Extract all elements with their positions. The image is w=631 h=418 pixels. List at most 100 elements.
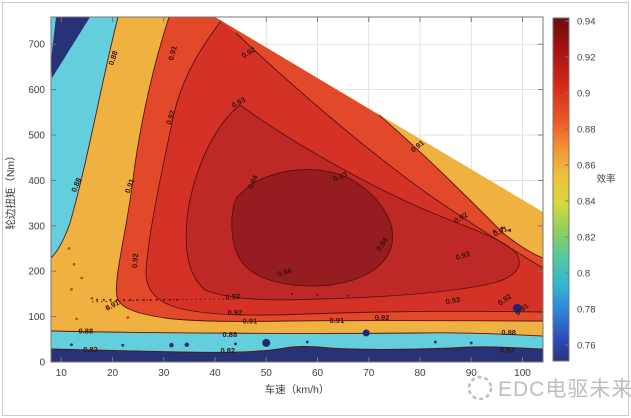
x-tick-label: 70: [363, 368, 375, 379]
colorbar-frame: [552, 17, 570, 362]
operating-point-dots: [67, 226, 522, 348]
x-tick-label: 80: [414, 368, 426, 379]
contour-092-left: [145, 20, 544, 316]
data-point-dot: [90, 297, 94, 300]
data-point-dot: [234, 342, 237, 346]
contour-082-bottom: [50, 346, 544, 353]
colorbar-tick-label: 0.8: [577, 269, 590, 280]
y-tick-label: 500: [28, 131, 45, 142]
contour-label: 0.93: [454, 249, 471, 262]
y-axis-title: 轮边扭矩（Nm）: [4, 150, 17, 229]
y-tick-label: 100: [28, 312, 45, 323]
colorbar-title: 效率: [596, 173, 616, 185]
contour-label: 0.91: [330, 316, 345, 325]
contour-label: 0.91: [166, 45, 178, 61]
data-point-dot: [362, 329, 370, 337]
data-point-dot: [116, 298, 119, 301]
contour-label: 0.88: [501, 328, 516, 337]
contour-label: 0.88: [107, 50, 120, 67]
axes-box: [50, 16, 544, 363]
contour-label: 0.93: [225, 292, 240, 302]
data-point-dot: [109, 298, 112, 301]
data-point-dot: [121, 343, 125, 347]
data-point-dot: [142, 298, 145, 301]
x-tick-label: 40: [209, 368, 221, 379]
data-point-dot: [70, 343, 73, 347]
data-point-dot: [290, 292, 294, 296]
data-point-dot: [500, 226, 504, 230]
data-point-dot: [136, 298, 139, 301]
data-point-dot: [122, 298, 125, 301]
y-tick-label: 200: [28, 267, 45, 278]
colorbar-tick-label: 0.76: [577, 341, 596, 352]
data-point-dot: [316, 293, 319, 297]
watermark: EDC电驱未来: [467, 375, 631, 401]
data-point-dot: [75, 317, 79, 321]
colorbar-tick-label: 0.86: [577, 161, 596, 172]
data-point-dot: [162, 298, 165, 301]
colorbar-tick-label: 0.82: [577, 233, 596, 244]
contour-091-left: [115, 16, 544, 323]
x-tick-label: 10: [56, 368, 68, 379]
y-tick-label: 0: [39, 358, 45, 369]
colorbar-tick-label: 0.92: [577, 53, 596, 64]
data-point-dot: [80, 276, 84, 280]
watermark-logo-icon: [467, 375, 493, 401]
data-point-dot: [512, 303, 522, 313]
data-point-dot: [469, 341, 473, 345]
contour-lines: [50, 16, 544, 353]
contour-093: [185, 104, 520, 301]
contour-label: 0.92: [228, 308, 243, 317]
watermark-text: EDC电驱未来: [498, 378, 631, 401]
colorbar-tick-label: 0.9: [577, 89, 590, 100]
band-082-088-bottom: [51, 331, 543, 353]
data-point-dot: [67, 247, 71, 250]
y-tick-label: 600: [28, 85, 45, 96]
data-point-dot: [126, 316, 130, 319]
axis-ticks: 10 20 30 40 50 60 70 80 90 100 0 100 200 300 400 500 600…: [28, 17, 543, 379]
y-tick-label: 700: [28, 40, 45, 51]
contour-label: 0.88: [79, 326, 94, 335]
contour-088-left: [50, 16, 119, 259]
data-point-dot: [72, 263, 76, 266]
band-gt-094: [231, 169, 393, 286]
data-point-dot: [305, 340, 309, 344]
band-low-navy-wedge: [51, 17, 90, 78]
data-point-dot: [347, 294, 350, 297]
data-point-dot: [262, 338, 271, 347]
colorbar-tick-label: 0.94: [577, 17, 596, 28]
y-tick-label: 300: [28, 221, 45, 232]
colorbar-ticks: 0.94 0.92 0.9 0.88 0.86 0.84 0.82 0.8 0.78 0.76: [565, 17, 596, 352]
contour-label: 0.92: [375, 313, 390, 322]
data-point-dot: [169, 343, 174, 348]
data-point-dot: [105, 306, 109, 309]
x-tick-label: 90: [466, 368, 478, 379]
x-tick-label: 60: [312, 368, 324, 379]
colorbar: 0.94 0.92 0.9 0.88 0.86 0.84 0.82 0.8 0.78 0.76 效…: [552, 17, 616, 362]
data-point-dot: [129, 298, 132, 301]
contour-label: 0.92: [164, 109, 177, 126]
x-tick-label: 20: [107, 368, 119, 379]
colorbar-tick-label: 0.88: [577, 125, 596, 136]
data-point-dot: [96, 298, 99, 301]
x-tick-label: 30: [158, 368, 170, 379]
contour-label: 0.93: [445, 295, 461, 306]
colorbar-gradient-bar: [553, 18, 569, 361]
data-point-dot: [149, 298, 152, 301]
data-point-dot: [155, 298, 159, 301]
x-axis-title: 车速（km/h）: [265, 383, 330, 396]
data-point-dot: [169, 298, 172, 301]
band-082-088-left: [51, 17, 118, 258]
contour-093-dotted-segment: [91, 298, 229, 303]
data-point-dot: [70, 287, 73, 291]
colorbar-tick-label: 0.84: [577, 197, 596, 208]
data-point-dot: [508, 228, 512, 232]
contour-label: 0.82: [221, 346, 236, 355]
contour-label: 0.88: [223, 330, 238, 339]
contour-094: [231, 169, 394, 287]
data-point-dot: [102, 298, 105, 301]
contour-091-right: [378, 114, 544, 259]
colorbar-tick-label: 0.78: [577, 305, 596, 316]
contour-label: 0.82: [500, 345, 515, 354]
